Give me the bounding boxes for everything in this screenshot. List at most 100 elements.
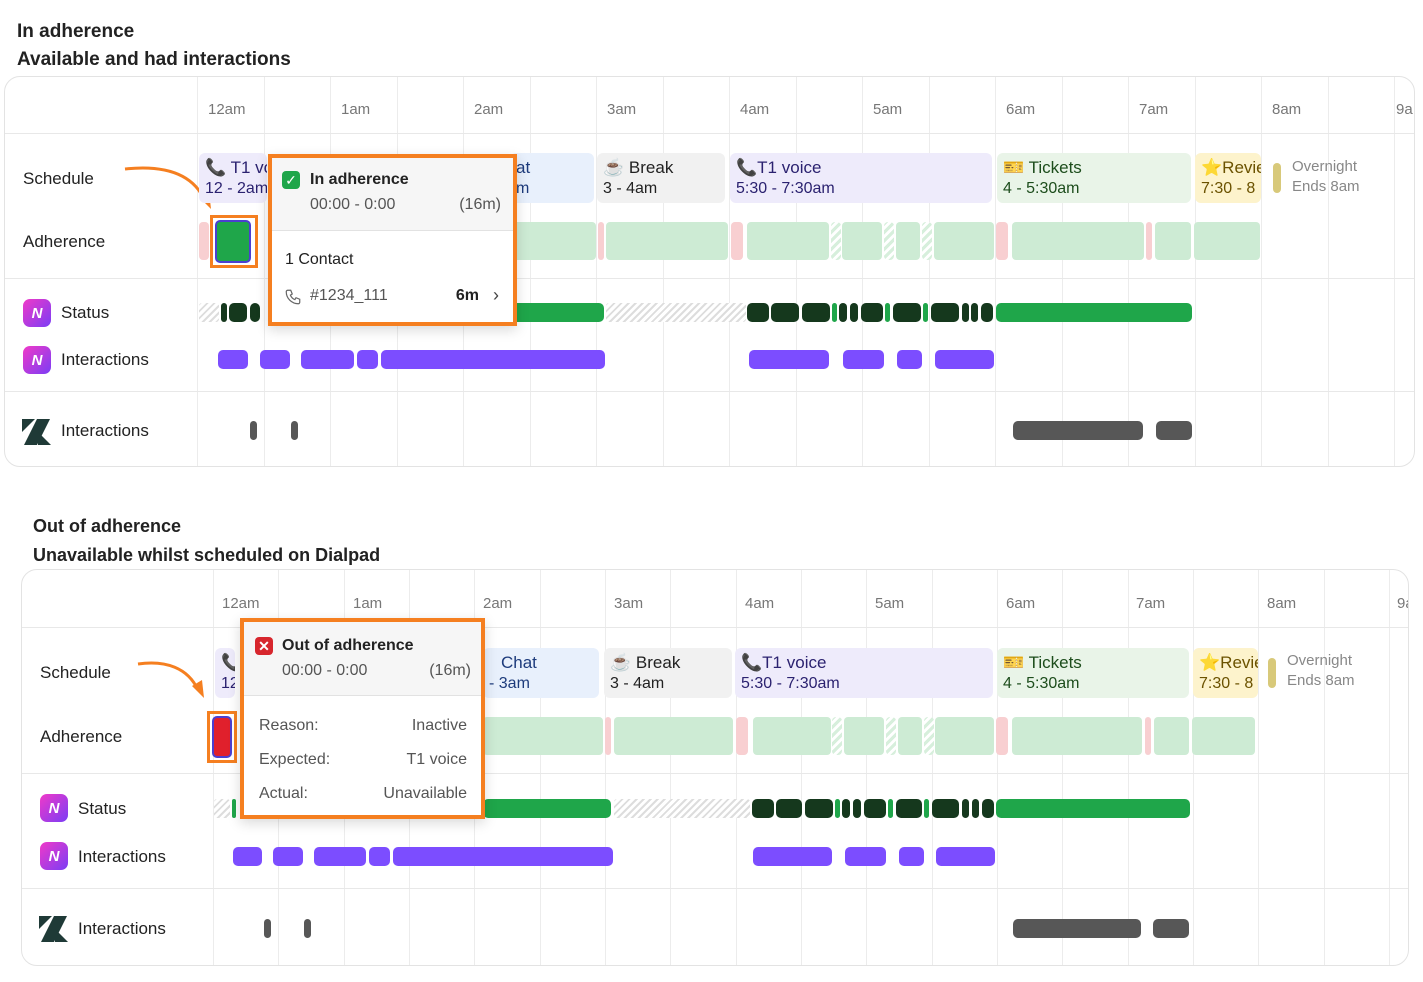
status-segment[interactable] [996,303,1192,322]
selected-adherence-chip[interactable] [212,716,232,758]
adherence-segment[interactable] [1012,222,1144,260]
adherence-segment[interactable] [996,717,1008,755]
status-segment[interactable] [996,799,1190,818]
interaction-bar[interactable] [845,847,886,866]
adherence-segment[interactable] [1146,222,1152,260]
interaction-bar[interactable] [843,350,884,369]
adherence-segment[interactable] [896,222,920,260]
interaction-bar[interactable] [393,847,613,866]
interaction-bar[interactable] [273,847,303,866]
schedule-block[interactable]: 📞 T1 vo12 - 2am [199,153,267,203]
status-segment[interactable] [932,799,959,818]
interaction-bar[interactable] [897,350,922,369]
zendesk-interaction-bar[interactable] [1153,919,1189,938]
adherence-segment[interactable] [747,222,829,260]
schedule-block[interactable]: 📞 12 [215,648,235,698]
status-segment[interactable] [861,303,883,322]
status-segment[interactable] [982,799,994,818]
interaction-bar[interactable] [753,847,832,866]
adherence-segment[interactable] [886,717,896,755]
status-segment[interactable] [850,303,858,322]
status-segment[interactable] [221,303,227,322]
schedule-block[interactable]: ⭐Revie 7:30 - 8 [1193,648,1258,698]
status-segment[interactable] [771,303,799,322]
adherence-segment[interactable] [844,717,884,755]
interaction-bar[interactable] [218,350,248,369]
adherence-segment[interactable] [614,717,733,755]
zendesk-interaction-bar[interactable] [1156,421,1192,440]
status-segment[interactable] [893,303,921,322]
zendesk-interaction-bar[interactable] [291,421,298,440]
adherence-segment[interactable] [842,222,882,260]
interaction-bar[interactable] [749,350,829,369]
status-segment[interactable] [962,303,969,322]
zendesk-interaction-bar[interactable] [250,421,257,440]
status-segment[interactable] [483,799,611,818]
adherence-segment[interactable] [605,717,611,755]
adherence-segment[interactable] [1012,717,1142,755]
adherence-segment[interactable] [199,222,209,260]
interaction-bar[interactable] [936,847,995,866]
adherence-segment[interactable] [731,222,743,260]
zendesk-interaction-bar[interactable] [1013,919,1141,938]
status-segment[interactable] [923,303,928,322]
status-segment[interactable] [896,799,922,818]
contact-row[interactable]: #1234_111 6m › [284,285,501,309]
status-segment[interactable] [931,303,959,322]
adherence-segment[interactable] [832,717,842,755]
interaction-bar[interactable] [899,847,924,866]
schedule-block[interactable]: 🎫 Tickets 4 - 5:30am [997,153,1191,203]
zendesk-interaction-bar[interactable] [264,919,271,938]
adherence-segment[interactable] [898,717,922,755]
status-segment[interactable] [864,799,886,818]
adherence-segment[interactable] [1192,717,1255,755]
schedule-block[interactable]: ☕ Break 3 - 4am [604,648,732,698]
status-segment[interactable] [972,799,979,818]
interaction-bar[interactable] [314,847,366,866]
interaction-bar[interactable] [381,350,605,369]
schedule-block[interactable]: Chat - 3am [483,648,599,698]
status-segment[interactable] [250,303,260,322]
status-segment[interactable] [802,303,830,322]
status-segment[interactable] [853,799,861,818]
schedule-block[interactable]: 📞T1 voice 5:30 - 7:30am [730,153,992,203]
status-segment[interactable] [776,799,802,818]
status-segment[interactable] [885,303,890,322]
adherence-segment[interactable] [1194,222,1260,260]
adherence-segment[interactable] [1155,222,1191,260]
adherence-segment[interactable] [1154,717,1189,755]
schedule-block[interactable]: at m [510,153,594,203]
status-segment[interactable] [606,303,746,322]
status-segment[interactable] [924,799,929,818]
adherence-segment[interactable] [1145,717,1151,755]
status-segment[interactable] [971,303,978,322]
adherence-segment[interactable] [924,717,934,755]
status-segment[interactable] [839,303,847,322]
adherence-segment[interactable] [935,717,994,755]
schedule-block[interactable]: ⭐Revie 7:30 - 8 [1195,153,1261,203]
adherence-segment[interactable] [884,222,894,260]
status-segment[interactable] [842,799,850,818]
status-segment[interactable] [752,799,774,818]
status-segment[interactable] [805,799,833,818]
status-segment[interactable] [229,303,247,322]
status-segment[interactable] [962,799,969,818]
status-segment[interactable] [981,303,993,322]
status-segment[interactable] [835,799,840,818]
status-segment[interactable] [232,799,236,818]
adherence-segment[interactable] [510,222,596,260]
status-segment[interactable] [832,303,837,322]
interaction-bar[interactable] [260,350,290,369]
status-segment[interactable] [747,303,769,322]
interaction-bar[interactable] [233,847,262,866]
status-segment[interactable] [199,303,219,322]
adherence-segment[interactable] [736,717,748,755]
interaction-bar[interactable] [369,847,390,866]
status-segment[interactable] [214,799,230,818]
interaction-bar[interactable] [357,350,378,369]
status-segment[interactable] [888,799,893,818]
adherence-segment[interactable] [922,222,932,260]
adherence-segment[interactable] [606,222,728,260]
status-segment[interactable] [510,303,604,322]
schedule-block[interactable]: 📞T1 voice 5:30 - 7:30am [735,648,993,698]
